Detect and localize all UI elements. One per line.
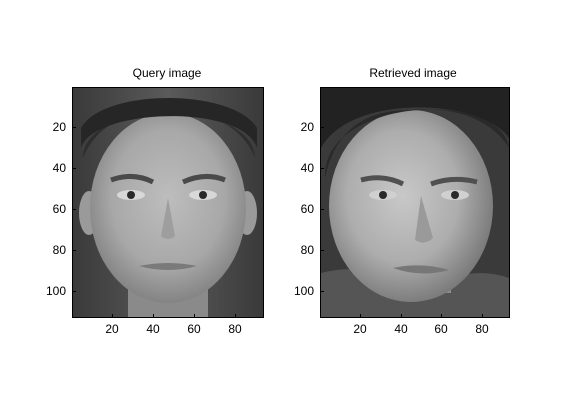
x-tick-label: 60 xyxy=(434,322,448,336)
x-tick-label: 80 xyxy=(228,322,242,336)
y-tick-mark xyxy=(72,168,76,169)
y-tick-mark xyxy=(72,250,76,251)
y-tick-mark xyxy=(320,127,324,128)
y-tick-label: 80 xyxy=(300,243,314,257)
y-tick-label: 60 xyxy=(52,202,66,216)
x-tick-label: 20 xyxy=(105,322,119,336)
query-face-image xyxy=(73,88,263,317)
retrieved-image-axes[interactable] xyxy=(320,87,510,318)
x-tick-label: 80 xyxy=(475,322,489,336)
x-tick-mark xyxy=(401,314,402,318)
y-tick-label: 80 xyxy=(52,243,66,257)
x-tick-mark xyxy=(153,314,154,318)
retrieved-face-image xyxy=(321,88,509,317)
y-tick-label: 20 xyxy=(52,120,66,134)
y-tick-mark xyxy=(72,291,76,292)
y-tick-mark xyxy=(320,250,324,251)
x-tick-label: 60 xyxy=(187,322,201,336)
y-tick-label: 100 xyxy=(45,284,66,298)
x-tick-mark xyxy=(482,314,483,318)
query-image-title: Query image xyxy=(132,66,202,80)
query-image-axes[interactable] xyxy=(72,87,264,318)
x-tick-mark xyxy=(194,314,195,318)
y-tick-label: 100 xyxy=(293,284,314,298)
y-tick-mark xyxy=(72,127,76,128)
y-tick-mark xyxy=(320,209,324,210)
x-tick-mark xyxy=(360,314,361,318)
retrieved-image-title: Retrieved image xyxy=(369,66,457,80)
y-tick-label: 40 xyxy=(300,161,314,175)
x-tick-mark xyxy=(441,314,442,318)
x-tick-label: 40 xyxy=(394,322,408,336)
x-tick-mark xyxy=(235,314,236,318)
y-tick-label: 60 xyxy=(300,202,314,216)
y-tick-label: 20 xyxy=(300,120,314,134)
x-tick-label: 40 xyxy=(146,322,160,336)
x-tick-label: 20 xyxy=(353,322,367,336)
y-tick-mark xyxy=(320,168,324,169)
y-tick-mark xyxy=(320,291,324,292)
x-tick-mark xyxy=(112,314,113,318)
y-tick-label: 40 xyxy=(52,161,66,175)
y-tick-mark xyxy=(72,209,76,210)
